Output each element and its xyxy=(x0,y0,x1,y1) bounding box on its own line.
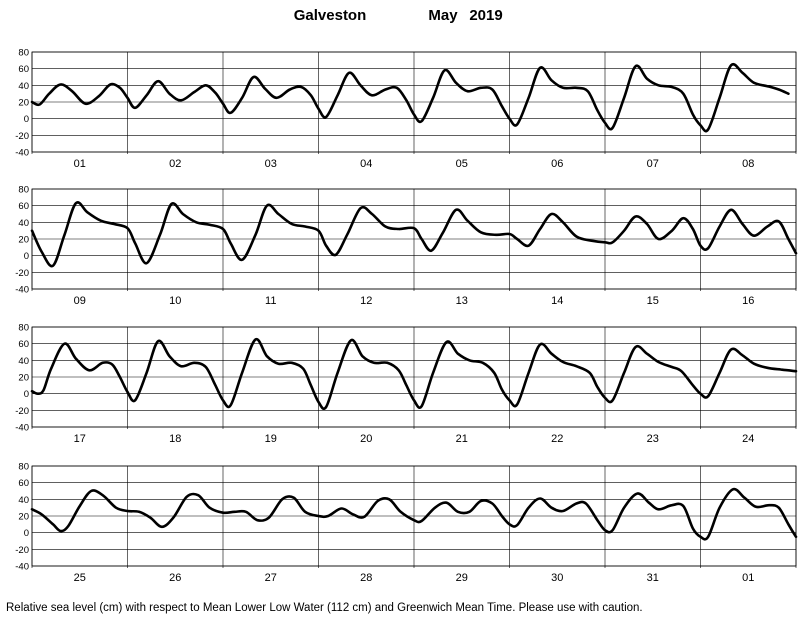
day-label: 14 xyxy=(551,295,563,307)
day-label: 28 xyxy=(360,572,372,584)
y-tick-label: 0 xyxy=(24,251,29,262)
y-tick-label: 60 xyxy=(18,64,29,75)
day-label: 21 xyxy=(456,433,468,445)
day-label: 09 xyxy=(74,295,86,307)
day-label: 24 xyxy=(742,433,754,445)
y-tick-label: 20 xyxy=(18,235,29,246)
panels-group: 80 60 40 20 0 -20 -40 01 02 03 04 05 06 07 08 80 60 40 20 0… xyxy=(15,48,798,584)
day-label: 02 xyxy=(169,158,181,170)
day-label: 01 xyxy=(74,158,86,170)
footnote: Relative sea level (cm) with respect to … xyxy=(6,602,643,614)
day-label: 08 xyxy=(742,158,754,170)
day-label: 12 xyxy=(360,295,372,307)
day-label: 23 xyxy=(647,433,659,445)
day-label: 04 xyxy=(360,158,372,170)
y-tick-label: 40 xyxy=(18,356,29,367)
y-tick-label: -20 xyxy=(15,131,29,142)
day-label: 18 xyxy=(169,433,181,445)
chart-month: May xyxy=(428,7,458,24)
day-label: 13 xyxy=(456,295,468,307)
y-tick-label: 80 xyxy=(18,48,29,59)
y-tick-label: -40 xyxy=(15,148,29,159)
day-label: 06 xyxy=(551,158,563,170)
day-label: 30 xyxy=(551,572,563,584)
y-tick-label: 0 xyxy=(24,528,29,539)
day-label: 16 xyxy=(742,295,754,307)
day-label: 03 xyxy=(265,158,277,170)
day-label: 15 xyxy=(647,295,659,307)
y-tick-label: 60 xyxy=(18,201,29,212)
y-tick-label: 80 xyxy=(18,323,29,334)
y-tick-label: -40 xyxy=(15,423,29,434)
day-label: 27 xyxy=(265,572,277,584)
day-label: 22 xyxy=(551,433,563,445)
day-label: 10 xyxy=(169,295,181,307)
day-label: 26 xyxy=(169,572,181,584)
chart-year: 2019 xyxy=(469,7,502,24)
day-label: 17 xyxy=(74,433,86,445)
sea-level-line xyxy=(30,337,798,411)
y-tick-label: 80 xyxy=(18,185,29,196)
chart-title: Galveston xyxy=(294,7,367,24)
panel-frame xyxy=(31,188,797,290)
y-tick-label: 80 xyxy=(18,462,29,473)
day-label: 11 xyxy=(265,295,276,307)
y-tick-label: 20 xyxy=(18,512,29,523)
y-tick-label: 40 xyxy=(18,81,29,92)
sea-level-line xyxy=(30,63,790,133)
day-label: 07 xyxy=(647,158,659,170)
y-tick-label: 40 xyxy=(18,495,29,506)
y-tick-label: -20 xyxy=(15,268,29,279)
y-tick-label: -40 xyxy=(15,562,29,573)
day-label: 25 xyxy=(74,572,86,584)
sea-level-line xyxy=(30,487,798,541)
y-tick-label: -40 xyxy=(15,285,29,296)
y-tick-label: -20 xyxy=(15,406,29,417)
y-tick-label: 60 xyxy=(18,478,29,489)
panel-frame xyxy=(31,326,797,428)
day-label: 05 xyxy=(456,158,468,170)
sea-level-line xyxy=(30,201,798,268)
y-tick-label: 0 xyxy=(24,114,29,125)
day-label: 29 xyxy=(456,572,468,584)
panel-frame xyxy=(31,465,797,567)
day-label: 20 xyxy=(360,433,372,445)
y-tick-label: 40 xyxy=(18,218,29,229)
day-label: 31 xyxy=(647,572,659,584)
y-tick-label: 0 xyxy=(24,389,29,400)
y-tick-label: 20 xyxy=(18,373,29,384)
y-tick-label: 20 xyxy=(18,98,29,109)
y-tick-label: -20 xyxy=(15,545,29,556)
day-label: 19 xyxy=(265,433,277,445)
y-tick-label: 60 xyxy=(18,339,29,350)
day-label: 01 xyxy=(742,572,754,584)
